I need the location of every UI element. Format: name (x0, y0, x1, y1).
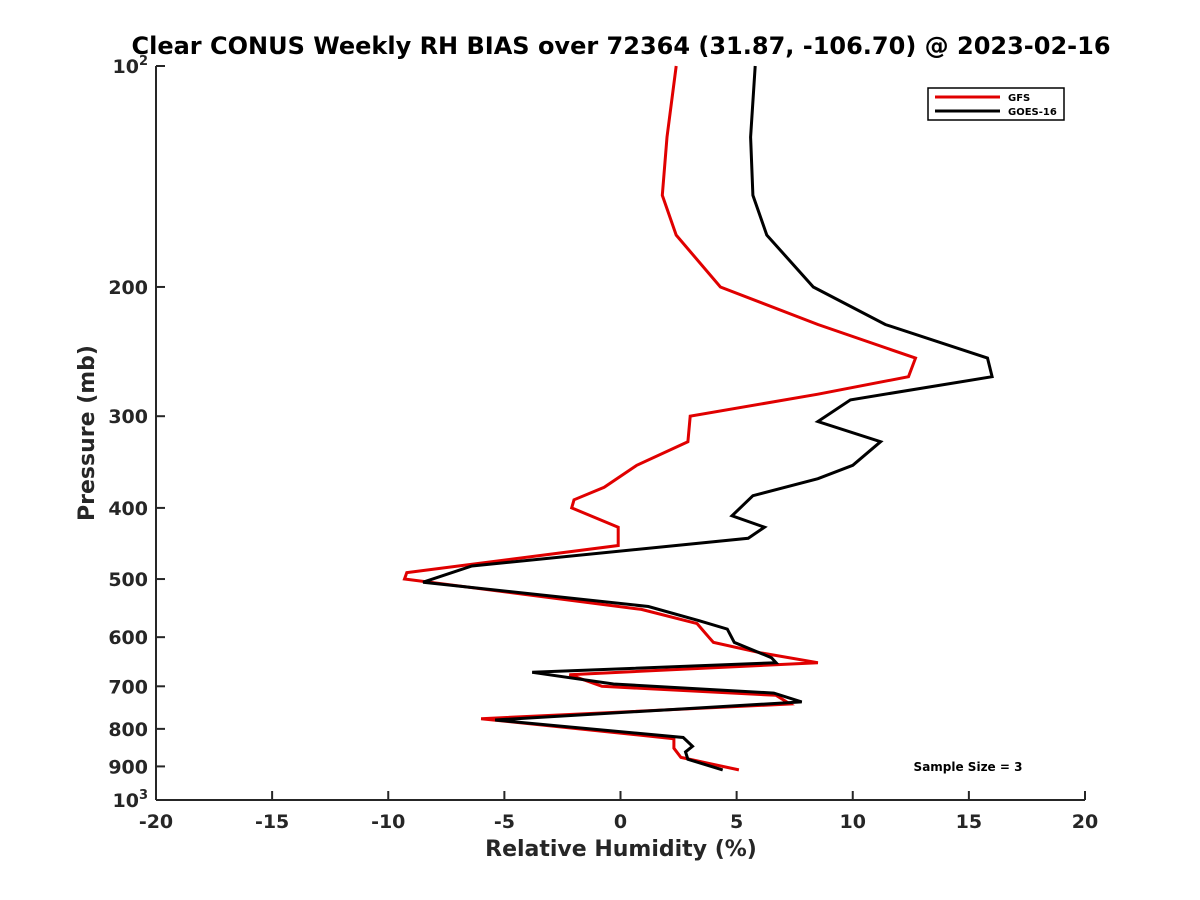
chart-title: Clear CONUS Weekly RH BIAS over 72364 (3… (131, 32, 1110, 60)
x-tick-label: -15 (255, 811, 289, 833)
legend-box (927, 87, 1065, 121)
plot-area (402, 65, 994, 772)
series-line-goes-16 (422, 65, 994, 772)
y-tick-label: 900 (108, 756, 148, 778)
x-tick-label: -20 (139, 811, 173, 833)
series-line-gfs (402, 65, 918, 772)
y-tick-label: 200 (108, 277, 148, 299)
y-tick-label: 400 (108, 498, 148, 520)
y-axis-label: Pressure (mb) (75, 345, 100, 521)
y-tick-label: 500 (108, 569, 148, 591)
y-axis: 102 200 300 400 500 600 700 800 900 103 (108, 54, 165, 812)
x-tick-label: 20 (1072, 811, 1098, 833)
x-tick-label: 0 (614, 811, 627, 833)
x-axis-label: Relative Humidity (%) (485, 837, 757, 862)
x-tick-label: -10 (371, 811, 405, 833)
y-tick-label: 600 (108, 627, 148, 649)
y-tick-label: 700 (108, 676, 148, 698)
x-tick-label: -5 (494, 811, 515, 833)
x-tick-label: 5 (730, 811, 743, 833)
sample-size-annotation: Sample Size = 3 (914, 760, 1023, 774)
y-tick-label: 300 (108, 406, 148, 428)
y-tick-label: 103 (113, 788, 149, 812)
legend-label-gfs: GFS (1008, 93, 1030, 104)
legend-label-goes-16: GOES-16 (1008, 107, 1057, 118)
y-tick-label: 800 (108, 719, 148, 741)
x-tick-label: 15 (956, 811, 982, 833)
legend: GFS GOES-16 (927, 87, 1065, 121)
x-axis: -20 -15 -10 -5 0 5 10 15 20 (139, 791, 1098, 833)
y-tick-label: 102 (113, 54, 149, 78)
x-tick-label: 10 (840, 811, 866, 833)
